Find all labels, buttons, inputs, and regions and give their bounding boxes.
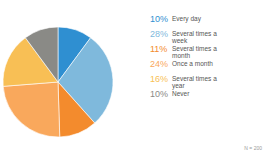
legend-value: 16% bbox=[150, 74, 168, 84]
legend-value: 24% bbox=[150, 59, 168, 69]
legend-value: 10% bbox=[150, 14, 168, 24]
legend-value: 28% bbox=[150, 29, 168, 39]
legend-label: Several times ayear bbox=[172, 75, 217, 90]
slice bbox=[25, 27, 58, 82]
legend-label: Several times aweek bbox=[171, 30, 217, 44]
slice bbox=[3, 82, 60, 137]
legend-value: 11% bbox=[150, 44, 167, 54]
pie bbox=[3, 27, 113, 137]
legend-label: Every day bbox=[172, 15, 202, 23]
annotation: N = 200 bbox=[244, 145, 262, 151]
legend-label: Never bbox=[172, 90, 190, 97]
legend-label: Once a month bbox=[172, 60, 213, 67]
legend-label: Several times amonth bbox=[172, 45, 217, 59]
legend-value: 10% bbox=[150, 89, 168, 99]
chart: 10% Every day 28%Several times aweek 11% Sev… bbox=[0, 0, 275, 168]
slice bbox=[58, 82, 95, 137]
legend: 10% Every day 28%Several times aweek 11% Sev… bbox=[150, 14, 217, 99]
